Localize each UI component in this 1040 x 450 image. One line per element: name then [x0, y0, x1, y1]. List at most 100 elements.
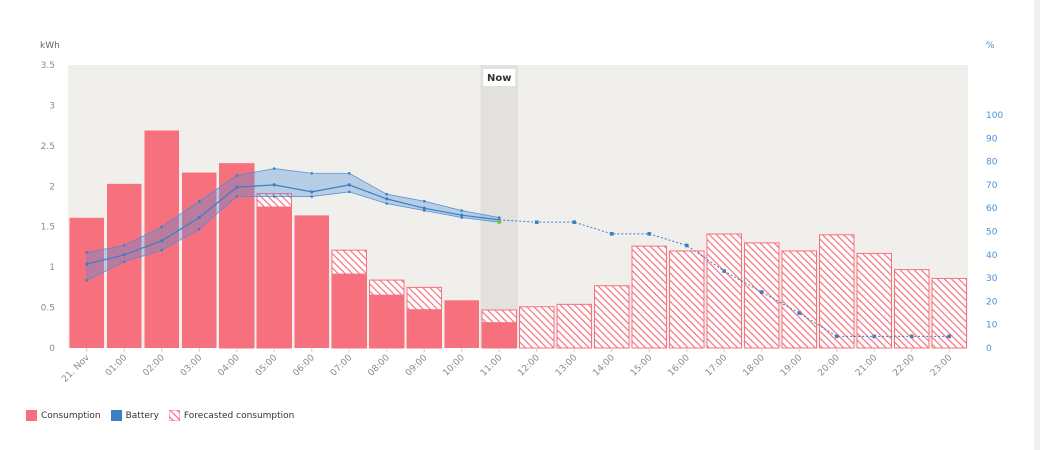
battery-forecast-point-12 — [534, 220, 539, 224]
left-tick-3: 1.5 — [41, 223, 55, 233]
battery-high-point-2 — [160, 225, 164, 229]
battery-point-0 — [85, 262, 89, 266]
battery-point-1 — [122, 253, 126, 257]
left-axis-unit: kWh — [40, 41, 60, 51]
battery-low-point-7 — [347, 190, 351, 194]
x-tick-6: 06:00 — [291, 353, 317, 379]
battery-forecast-point-13 — [572, 220, 577, 224]
battery-high-point-7 — [347, 171, 351, 175]
battery-high-point-3 — [197, 199, 201, 203]
battery-point-9 — [422, 206, 426, 210]
scrollbar[interactable] — [1034, 0, 1040, 450]
forecast-bar-16 — [669, 250, 705, 349]
left-tick-2: 1 — [49, 263, 55, 273]
x-tick-8: 08:00 — [366, 353, 392, 379]
x-tick-11: 11:00 — [479, 353, 505, 379]
x-tick-16: 16:00 — [666, 353, 692, 379]
legend-item-consumption[interactable]: Consumption — [26, 410, 101, 421]
x-tick-22: 22:00 — [891, 353, 917, 379]
battery-forecast-point-16 — [684, 243, 689, 248]
right-tick-8: 80 — [986, 158, 998, 168]
x-tick-15: 15:00 — [629, 353, 655, 379]
legend: Consumption Battery Forecasted consumpti… — [26, 410, 298, 421]
right-tick-0: 0 — [986, 344, 992, 354]
battery-point-6 — [310, 190, 314, 194]
forecast-bar-12 — [519, 306, 555, 349]
legend-label-consumption: Consumption — [41, 410, 101, 421]
left-tick-7: 3.5 — [41, 61, 55, 71]
forecast-bar-15 — [631, 245, 667, 349]
battery-high-point-5 — [272, 167, 276, 170]
battery-low-point-2 — [160, 248, 164, 252]
x-tick-1: 01:00 — [104, 353, 130, 379]
consumption-bar-1 — [107, 183, 142, 348]
right-tick-6: 60 — [986, 204, 998, 214]
battery-low-point-9 — [422, 209, 426, 212]
forecast-bar-17 — [706, 233, 742, 349]
battery-point-5 — [272, 183, 276, 187]
battery-point-7 — [347, 183, 351, 187]
forecast-bar-20 — [819, 234, 855, 349]
x-tick-12: 12:00 — [516, 353, 542, 379]
battery-point-8 — [385, 197, 389, 201]
x-tick-20: 20:00 — [816, 353, 842, 379]
battery-low-point-1 — [122, 260, 126, 264]
battery-forecast-point-17 — [722, 269, 727, 273]
consumption-bar-4 — [219, 163, 254, 348]
x-tick-10: 10:00 — [441, 353, 467, 379]
legend-item-forecasted[interactable]: Forecasted consumption — [168, 410, 295, 421]
left-tick-5: 2.5 — [41, 142, 55, 152]
battery-high-point-10 — [460, 209, 464, 212]
consumption-bar-11 — [482, 322, 517, 348]
battery-forecast-point-20 — [834, 334, 839, 339]
right-tick-2: 20 — [986, 297, 998, 307]
battery-forecast-point-21 — [872, 334, 877, 339]
battery-band-high-line — [86, 168, 500, 253]
x-tick-9: 09:00 — [404, 353, 430, 379]
right-axis-unit: % — [986, 41, 995, 51]
forecast-bar-23 — [931, 277, 967, 349]
battery-now-point — [497, 219, 502, 225]
battery-high-point-1 — [122, 244, 126, 247]
battery-high-point-0 — [85, 251, 89, 254]
legend-label-battery: Battery — [125, 410, 159, 421]
forecast-bar-13 — [556, 303, 592, 349]
battery-point-4 — [235, 185, 239, 189]
battery-high-point-4 — [235, 174, 239, 177]
forecast-bar-14 — [594, 285, 630, 349]
right-tick-10: 100 — [986, 111, 1003, 121]
left-tick-1: 0.5 — [41, 304, 55, 314]
x-tick-21: 21:00 — [854, 353, 880, 379]
battery-high-point-9 — [422, 199, 426, 203]
now-band — [480, 65, 518, 348]
consumption-bar-6 — [294, 215, 329, 348]
battery-forecast-point-14 — [609, 232, 614, 236]
battery-high-point-6 — [310, 171, 314, 175]
x-tick-4: 04:00 — [216, 353, 242, 379]
battery-low-point-3 — [197, 227, 201, 231]
legend-label-forecasted: Forecasted consumption — [183, 410, 295, 421]
consumption-bar-8 — [369, 294, 404, 348]
left-tick-6: 3 — [49, 101, 55, 111]
battery-low-point-5 — [272, 195, 276, 198]
right-tick-7: 70 — [986, 181, 998, 191]
battery-band-low-line — [86, 191, 500, 281]
left-tick-4: 2 — [49, 182, 55, 192]
right-tick-1: 10 — [986, 321, 998, 331]
x-tick-7: 07:00 — [329, 353, 355, 379]
legend-swatch-forecasted — [168, 410, 180, 421]
consumption-bar-5 — [257, 206, 292, 348]
battery-line — [86, 184, 500, 265]
x-tick-5: 05:00 — [254, 353, 280, 379]
battery-forecast-point-22 — [909, 334, 914, 339]
battery-low-point-0 — [85, 279, 89, 282]
consumption-bar-10 — [444, 300, 479, 348]
forecast-bar-19 — [781, 250, 817, 349]
left-tick-0: 0 — [49, 344, 55, 354]
x-tick-13: 13:00 — [554, 353, 580, 379]
right-tick-4: 40 — [986, 251, 998, 261]
forecast-bar-18 — [744, 242, 780, 349]
legend-item-battery[interactable]: Battery — [110, 410, 159, 421]
x-tick-3: 03:00 — [179, 353, 205, 379]
